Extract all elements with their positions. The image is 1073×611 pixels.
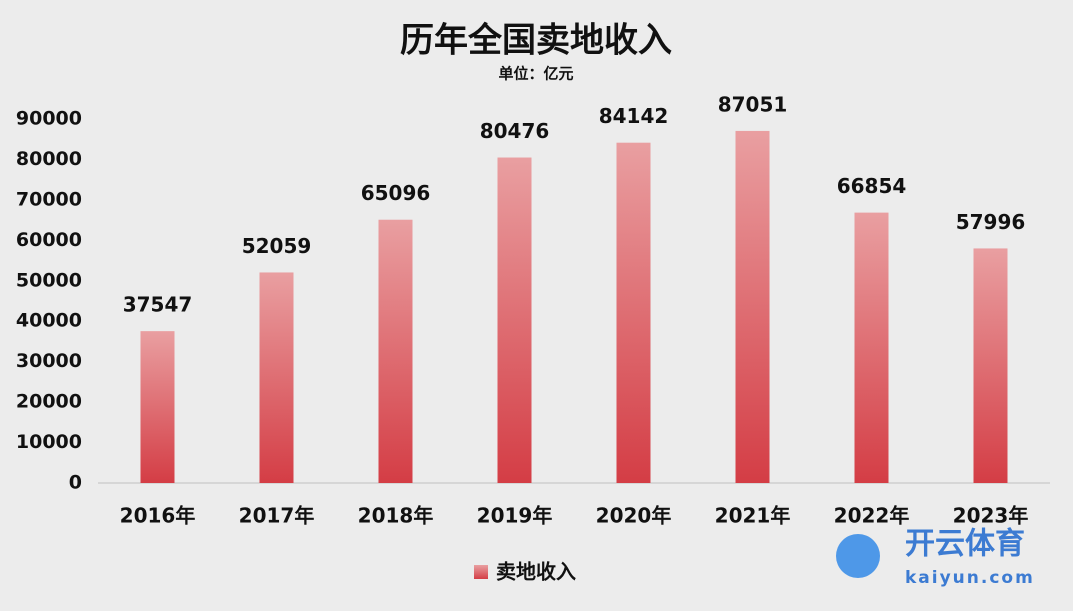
y-tick-label: 10000: [16, 431, 82, 453]
y-tick-label: 30000: [16, 350, 82, 372]
watermark-logo: [836, 534, 880, 578]
data-label: 37547: [123, 293, 193, 317]
data-label: 57996: [956, 210, 1026, 234]
y-tick-label: 50000: [16, 269, 82, 291]
bar: [973, 248, 1008, 483]
y-tick-label: 0: [69, 472, 82, 494]
bar: [378, 219, 413, 483]
x-tick-label: 2017年: [239, 504, 315, 528]
bar: [854, 212, 889, 483]
bar: [735, 130, 770, 483]
x-tick-label: 2016年: [120, 504, 196, 528]
x-tick-label: 2021年: [715, 504, 791, 528]
y-tick-label: 60000: [16, 229, 82, 251]
x-tick-label: 2020年: [596, 504, 672, 528]
data-label: 52059: [242, 234, 312, 258]
watermark-brand: 开云体育: [905, 527, 1025, 562]
chart-title: 历年全国卖地收入: [400, 21, 672, 61]
data-label: 65096: [361, 181, 431, 205]
x-tick-label: 2023年: [953, 504, 1029, 528]
legend-label: 卖地收入: [496, 560, 576, 584]
bar: [140, 331, 175, 483]
data-label: 87051: [718, 92, 788, 116]
bar: [616, 142, 651, 483]
data-label: 84142: [599, 104, 669, 128]
data-label: 66854: [837, 174, 907, 198]
legend-swatch: [474, 565, 488, 579]
y-tick-label: 90000: [16, 108, 82, 130]
chart-subtitle: 单位：亿元: [498, 65, 573, 83]
y-tick-label: 20000: [16, 391, 82, 413]
y-tick-label: 80000: [16, 148, 82, 170]
bar: [497, 157, 532, 483]
y-tick-label: 40000: [16, 310, 82, 332]
x-tick-label: 2019年: [477, 504, 553, 528]
x-tick-label: 2018年: [358, 504, 434, 528]
watermark-url: kaiyun.com: [905, 568, 1035, 588]
watermark: 开云体育 kaiyun.com: [836, 527, 1035, 588]
bar: [259, 272, 294, 483]
data-label: 80476: [480, 119, 550, 143]
y-tick-label: 70000: [16, 188, 82, 210]
x-tick-label: 2022年: [834, 504, 910, 528]
